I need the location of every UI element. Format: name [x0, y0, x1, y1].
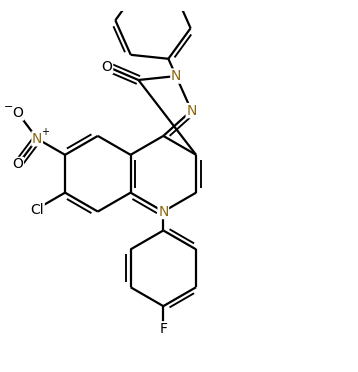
Text: +: + — [41, 128, 49, 137]
Text: −: − — [4, 102, 13, 112]
Text: N: N — [186, 104, 197, 118]
Text: F: F — [159, 322, 167, 336]
Text: O: O — [13, 106, 23, 120]
Text: N: N — [158, 205, 169, 219]
Text: O: O — [13, 157, 23, 171]
Text: N: N — [32, 132, 42, 146]
Text: N: N — [171, 69, 181, 83]
Text: Cl: Cl — [30, 203, 44, 217]
Text: O: O — [102, 60, 112, 74]
